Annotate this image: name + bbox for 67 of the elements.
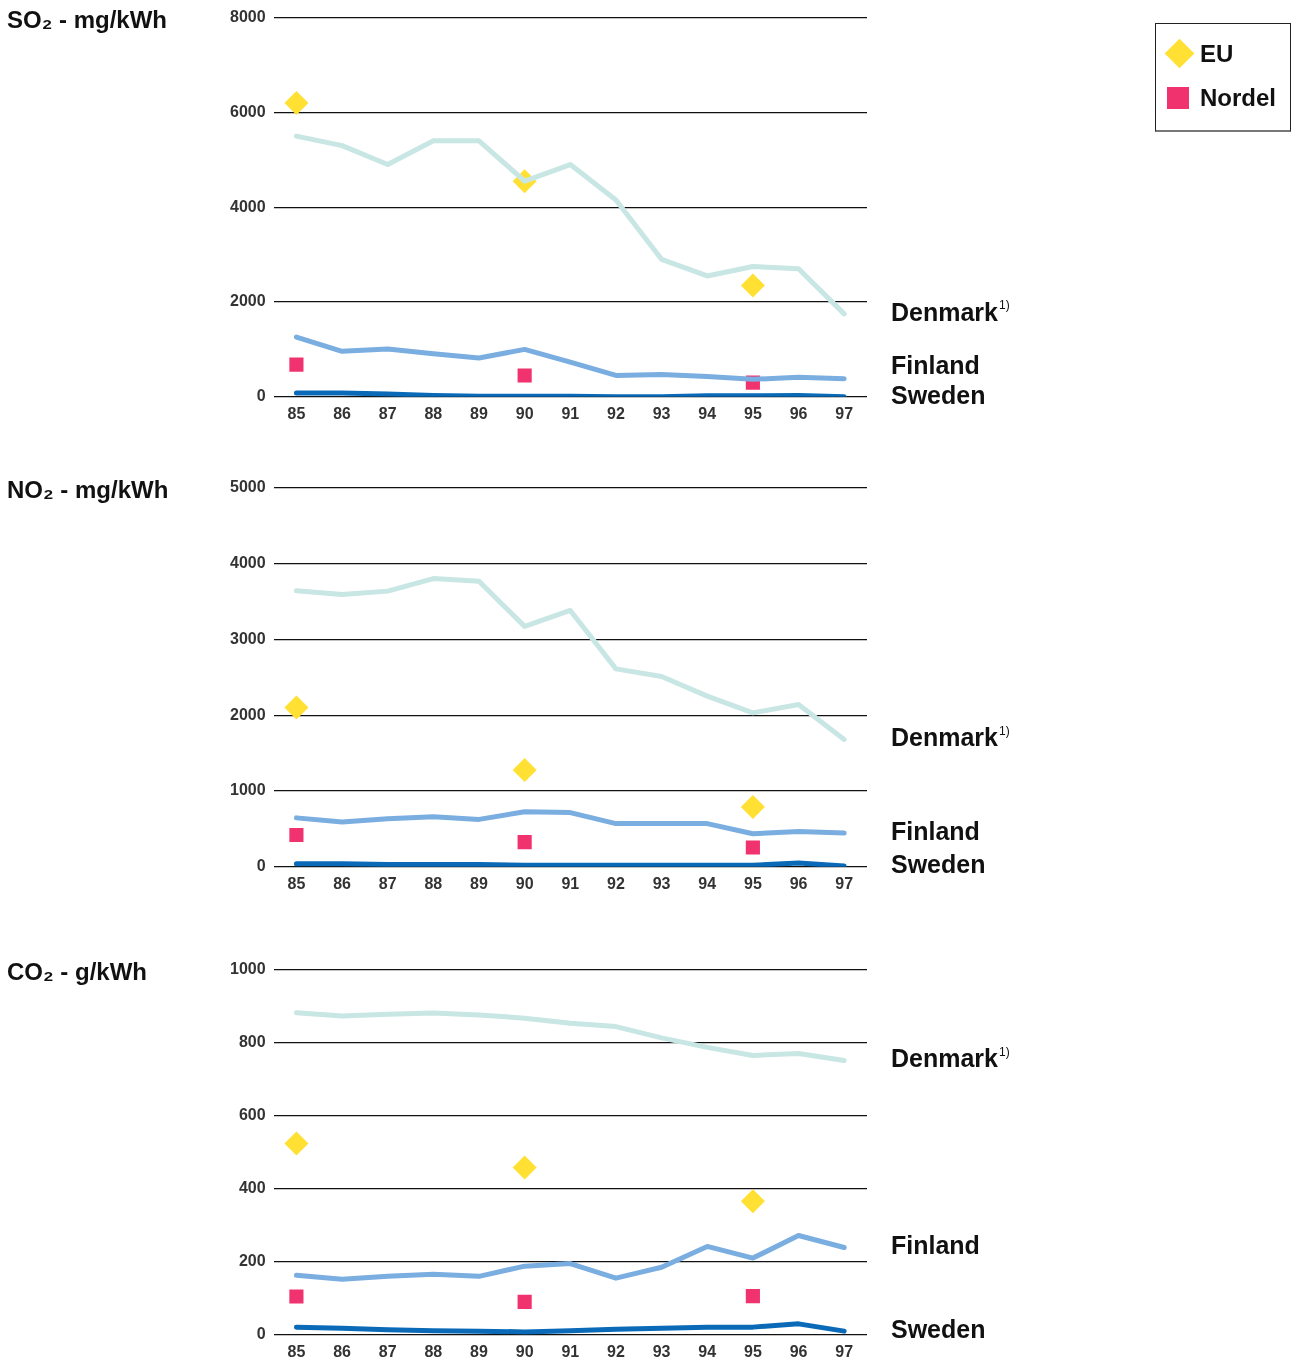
y-tick-label: 800 — [238, 1033, 266, 1051]
y-tick-label: 3000 — [230, 629, 266, 647]
x-tick-label: 92 — [607, 874, 625, 892]
y-tick-label: 600 — [238, 1106, 266, 1124]
x-tick-label: 85 — [287, 1342, 306, 1360]
y-tick-label: 200 — [238, 1252, 266, 1270]
y-tick-label: 1000 — [230, 781, 266, 799]
y-axis-title: SO₂ - mg/kWh — [7, 6, 167, 34]
x-tick-label: 97 — [835, 404, 854, 422]
series-label: Finland — [891, 816, 980, 845]
x-tick-label: 97 — [835, 874, 854, 892]
y-tick-label: 400 — [238, 1179, 266, 1197]
x-tick-label: 90 — [515, 404, 534, 422]
x-tick-label: 90 — [515, 1342, 534, 1360]
x-tick-label: 93 — [652, 1342, 671, 1360]
x-tick-label: 85 — [287, 404, 306, 422]
x-tick-label: 86 — [333, 874, 352, 892]
x-tick-label: 89 — [470, 1342, 488, 1360]
series-label: Finland — [891, 350, 980, 379]
y-tick-label: 4000 — [230, 553, 266, 571]
y-tick-label: 2000 — [230, 705, 266, 723]
series-label: Sweden — [891, 1315, 986, 1344]
x-tick-label: 86 — [333, 404, 352, 422]
legend-label: Nordel — [1200, 84, 1277, 112]
y-tick-label: 1000 — [230, 960, 266, 978]
x-tick-label: 94 — [698, 874, 717, 892]
x-tick-label: 89 — [470, 874, 488, 892]
x-tick-label: 94 — [698, 1342, 717, 1360]
y-tick-label: 5000 — [230, 478, 266, 496]
x-tick-label: 95 — [743, 1342, 762, 1360]
y-tick-label: 8000 — [230, 8, 266, 26]
x-tick-label: 86 — [333, 1342, 352, 1360]
y-tick-label: 0 — [256, 387, 266, 405]
series-label: Sweden — [891, 849, 986, 878]
y-tick-label: 2000 — [230, 292, 266, 310]
x-tick-label: 95 — [743, 404, 762, 422]
series-label: Sweden — [891, 380, 986, 409]
x-tick-label: 96 — [789, 1342, 808, 1360]
x-tick-label: 92 — [607, 404, 625, 422]
x-tick-label: 96 — [789, 404, 808, 422]
x-tick-label: 92 — [607, 1342, 625, 1360]
y-tick-label: 0 — [256, 857, 266, 875]
x-tick-label: 91 — [561, 404, 580, 422]
x-tick-label: 87 — [378, 1342, 397, 1360]
x-tick-label: 88 — [424, 1342, 443, 1360]
x-tick-label: 85 — [287, 874, 306, 892]
series-label: Finland — [891, 1231, 980, 1260]
y-tick-label: 0 — [256, 1325, 266, 1343]
legend-label: EU — [1200, 40, 1234, 68]
x-tick-label: 91 — [561, 1342, 580, 1360]
y-tick-label: 6000 — [230, 102, 266, 120]
x-tick-label: 94 — [698, 404, 717, 422]
x-tick-label: 91 — [561, 874, 580, 892]
x-tick-label: 97 — [835, 1342, 854, 1360]
x-tick-label: 87 — [378, 874, 397, 892]
x-tick-label: 96 — [789, 874, 808, 892]
y-axis-title: CO₂ - g/kWh — [7, 958, 147, 986]
y-tick-label: 4000 — [230, 197, 266, 215]
x-tick-label: 93 — [652, 874, 671, 892]
x-tick-label: 95 — [743, 874, 762, 892]
x-tick-label: 89 — [470, 404, 488, 422]
x-tick-label: 87 — [378, 404, 397, 422]
x-tick-label: 88 — [424, 404, 443, 422]
x-tick-label: 93 — [652, 404, 671, 422]
x-tick-label: 88 — [424, 874, 443, 892]
y-axis-title: NO₂ - mg/kWh — [7, 476, 169, 504]
x-tick-label: 90 — [515, 874, 534, 892]
